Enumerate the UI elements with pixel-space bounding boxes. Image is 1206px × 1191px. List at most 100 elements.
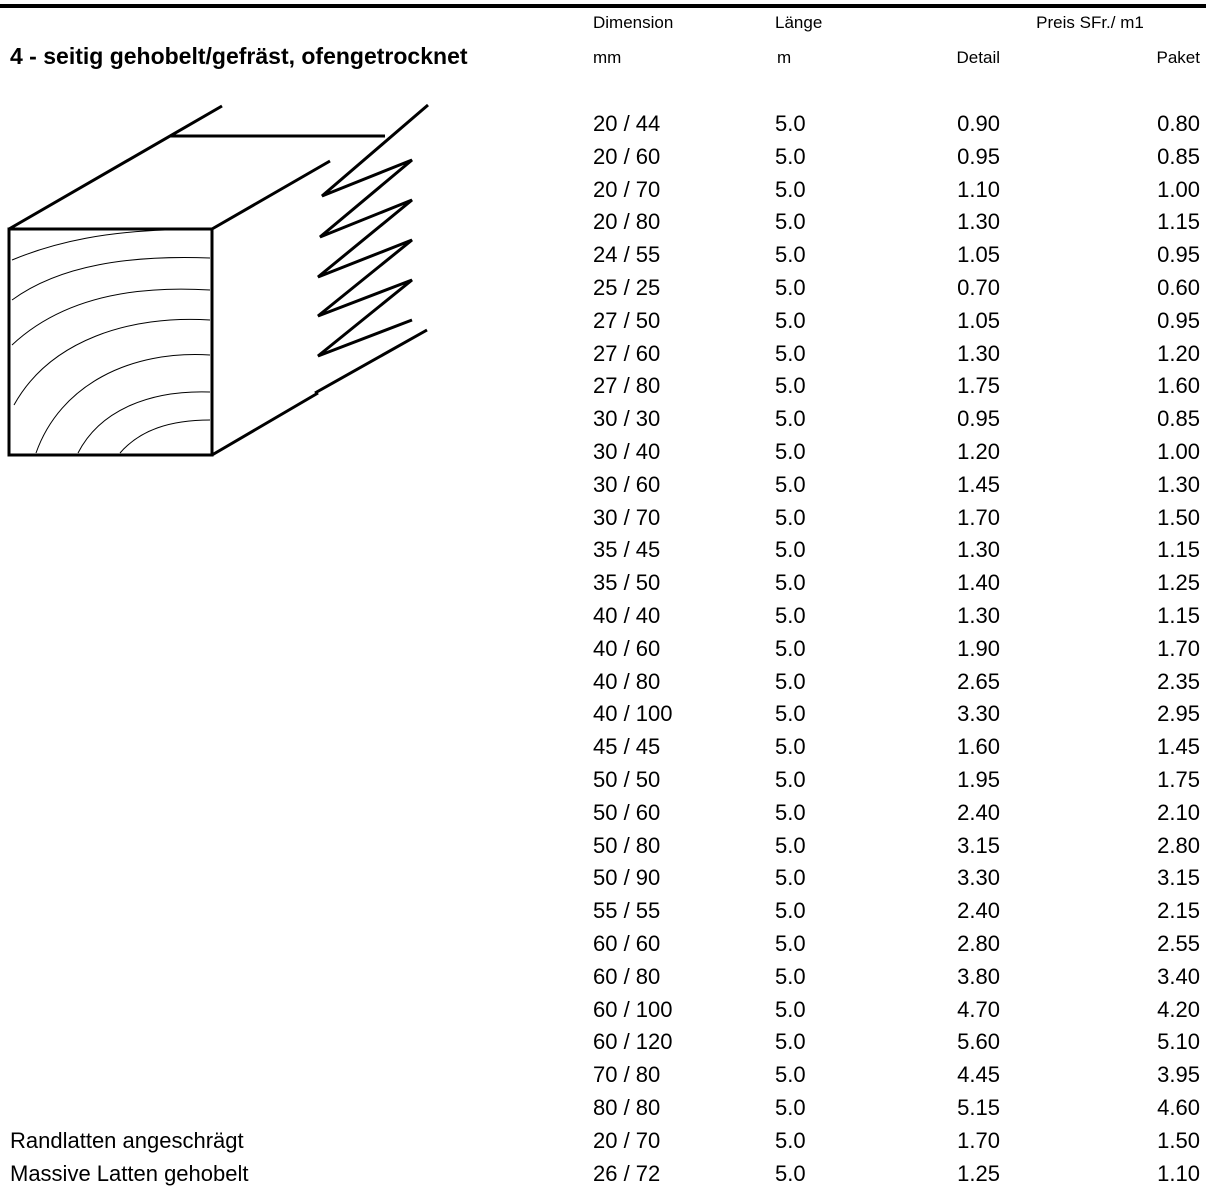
length: 5.0 (775, 537, 806, 563)
length: 5.0 (775, 603, 806, 628)
price-detail: 2.80 (957, 931, 1000, 956)
length: 5.0 (775, 734, 806, 760)
length: 5.0 (775, 865, 806, 891)
dimension: 60 / 120 (593, 1029, 673, 1055)
length: 5.0 (775, 471, 806, 497)
length: 5.0 (775, 767, 806, 792)
price-paket: 1.30 (1157, 471, 1200, 497)
price-paket: 1.00 (1157, 176, 1200, 202)
section-title: 4 - seitig gehobelt/gefräst, ofengetrock… (10, 43, 468, 69)
dimension: 27 / 80 (593, 373, 661, 399)
length: 5.0 (775, 439, 806, 464)
price-detail: 1.10 (957, 176, 1000, 202)
price-detail: 1.40 (957, 570, 1000, 596)
price-paket: 1.25 (1157, 570, 1200, 596)
length: 5.0 (775, 1062, 806, 1088)
price-paket: 1.15 (1157, 537, 1200, 563)
dimension: 80 / 80 (593, 1095, 661, 1120)
price-detail: 1.30 (957, 537, 1000, 563)
length: 5.0 (775, 307, 806, 333)
wood-illustration (7, 103, 429, 457)
dimension: 25 / 25 (593, 275, 661, 300)
price-detail: 3.30 (957, 701, 1000, 727)
dimension: 20 / 80 (593, 209, 661, 235)
dimension: 45 / 45 (593, 734, 661, 760)
length: 5.0 (775, 1127, 806, 1153)
price-paket: 1.20 (1157, 340, 1200, 366)
dimension: 30 / 40 (593, 439, 661, 464)
dimension: 24 / 55 (593, 242, 661, 268)
length: 5.0 (775, 242, 806, 268)
dimension: 30 / 70 (593, 504, 661, 530)
dimension: 35 / 50 (593, 570, 661, 596)
price-paket: 0.95 (1157, 242, 1200, 268)
row-label: Massive Latten gehobelt (10, 1160, 249, 1186)
price-paket: 4.20 (1157, 996, 1200, 1022)
price-paket: 1.50 (1157, 1127, 1200, 1153)
dimension: 40 / 40 (593, 603, 661, 628)
price-detail: 1.25 (957, 1160, 1000, 1186)
dimension: 20 / 60 (593, 143, 661, 169)
price-paket: 2.95 (1157, 701, 1200, 727)
price-paket: 1.45 (1157, 734, 1200, 760)
price-detail: 5.15 (957, 1095, 1000, 1120)
length: 5.0 (775, 340, 806, 366)
dimension: 40 / 60 (593, 635, 661, 661)
length: 5.0 (775, 406, 806, 432)
dimension: 30 / 60 (593, 471, 661, 497)
col-header: Paket (1156, 48, 1200, 67)
price-paket: 2.80 (1157, 832, 1200, 858)
price-paket: 2.10 (1157, 799, 1200, 825)
price-paket: 1.60 (1157, 373, 1200, 399)
price-detail: 1.45 (957, 471, 1000, 497)
length: 5.0 (775, 1160, 806, 1186)
col-header: Detail (956, 48, 1000, 67)
price-paket: 3.95 (1157, 1062, 1200, 1088)
price-detail: 1.70 (957, 504, 1000, 530)
price-paket: 2.55 (1157, 931, 1200, 956)
col-header: Dimension (593, 13, 674, 32)
price-detail: 1.30 (957, 603, 1000, 628)
price-detail: 1.30 (957, 340, 1000, 366)
dimension: 27 / 50 (593, 307, 661, 333)
price-paket: 1.75 (1157, 767, 1200, 792)
dimension: 26 / 72 (593, 1160, 661, 1186)
length: 5.0 (775, 963, 806, 989)
length: 5.0 (775, 832, 806, 858)
price-detail: 4.70 (957, 996, 1000, 1022)
price-paket: 4.60 (1157, 1095, 1200, 1120)
length: 5.0 (775, 668, 806, 694)
price-detail: 1.30 (957, 209, 1000, 235)
dimension: 60 / 100 (593, 996, 673, 1022)
price-paket: 0.85 (1157, 406, 1200, 432)
dimension: 20 / 70 (593, 176, 661, 202)
price-detail: 5.60 (957, 1029, 1000, 1055)
price-detail: 0.95 (957, 406, 1000, 432)
length: 5.0 (775, 275, 806, 300)
price-paket: 2.35 (1157, 668, 1200, 694)
price-detail: 1.05 (957, 242, 1000, 268)
dimension: 20 / 44 (593, 111, 661, 136)
price-paket: 1.10 (1157, 1160, 1200, 1186)
price-detail: 2.40 (957, 898, 1000, 924)
dimension: 40 / 100 (593, 701, 673, 727)
price-paket: 1.70 (1157, 635, 1200, 661)
dimension: 60 / 80 (593, 963, 661, 989)
dimension: 70 / 80 (593, 1062, 661, 1088)
price-detail: 1.90 (957, 635, 1000, 661)
length: 5.0 (775, 799, 806, 825)
price-detail: 1.70 (957, 1127, 1000, 1153)
price-paket: 0.85 (1157, 143, 1200, 169)
top-rule (0, 4, 1206, 8)
price-detail: 1.20 (957, 439, 1000, 464)
dimension: 50 / 60 (593, 799, 661, 825)
dimension: 40 / 80 (593, 668, 661, 694)
price-paket: 0.80 (1157, 111, 1200, 136)
price-paket: 2.15 (1157, 898, 1200, 924)
price-detail: 2.65 (957, 668, 1000, 694)
price-paket: 1.50 (1157, 504, 1200, 530)
price-paket: 1.15 (1157, 209, 1200, 235)
length: 5.0 (775, 111, 806, 136)
dimension: 20 / 70 (593, 1127, 661, 1153)
col-header: Länge (775, 13, 823, 32)
